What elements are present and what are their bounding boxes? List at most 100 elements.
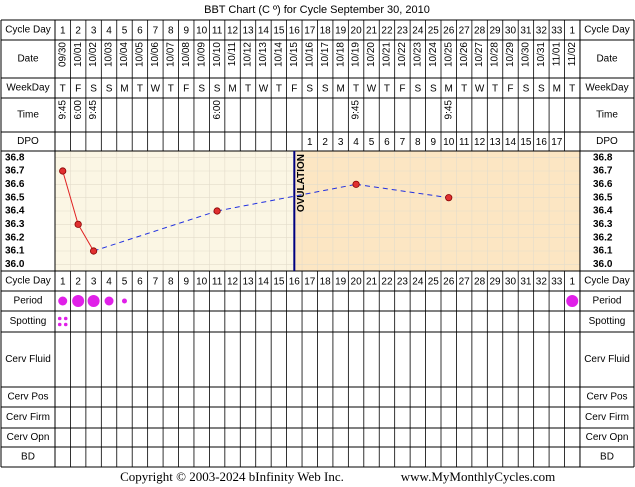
row-label: Cycle Day <box>584 25 630 36</box>
cycle_day-cell: 1 <box>60 277 66 288</box>
cycle_day-cell: 21 <box>366 26 378 37</box>
cycle_day-cell: 28 <box>474 26 486 37</box>
dpo-cell: 14 <box>505 137 517 148</box>
dpo-cell: 15 <box>520 137 532 148</box>
temp-line <box>356 183 449 199</box>
date-cell: 10/20 <box>366 42 377 67</box>
cycle_day-cell: 11 <box>212 277 223 288</box>
spotting-dot <box>57 316 62 321</box>
date-cell: 10/02 <box>88 42 99 67</box>
copyright: Copyright © 2003-2024 bInfinity Web Inc. <box>120 469 344 484</box>
time-cell: 9:45 <box>57 100 68 120</box>
cycle_day-cell: 19 <box>335 26 347 37</box>
dpo-cell: 6 <box>384 137 390 148</box>
temp-label-right: 36.7 <box>593 166 613 177</box>
dpo-cell: 12 <box>474 137 486 148</box>
weekday-cell: M <box>553 84 561 95</box>
row-label: Date <box>17 54 39 65</box>
row-label: Cycle Day <box>584 276 630 287</box>
date-cell: 10/11 <box>227 42 238 67</box>
dpo-cell: 8 <box>415 137 421 148</box>
dpo-cell: 1 <box>307 137 313 148</box>
weekday-cell: F <box>75 84 81 95</box>
row-label: Time <box>17 110 39 121</box>
temp-label-right: 36.6 <box>593 179 613 190</box>
row-label: Date <box>596 54 618 65</box>
weekday-cell: T <box>245 84 251 95</box>
dpo-cell: 4 <box>353 137 359 148</box>
row-label: WeekDay <box>585 83 628 94</box>
cycle_day-cell: 8 <box>168 277 174 288</box>
cycle_day-cell: 9 <box>183 277 189 288</box>
temp-line <box>62 170 79 225</box>
cycle_day-cell: 18 <box>320 26 332 37</box>
cycle_day-cell: 10 <box>196 277 208 288</box>
dpo-cell: 2 <box>322 137 328 148</box>
date-cell: 10/18 <box>335 42 346 67</box>
row-label: Period <box>14 296 43 307</box>
cycle_day-cell: 5 <box>122 277 128 288</box>
date-cell: 10/25 <box>443 42 454 67</box>
weekday-cell: T <box>353 84 359 95</box>
temp-dot <box>445 194 453 202</box>
date-cell: 10/01 <box>73 42 84 67</box>
date-cell: 10/27 <box>474 42 485 67</box>
cycle_day-cell: 1 <box>60 26 66 37</box>
time-cell: 9:45 <box>351 100 362 120</box>
date-cell: 10/29 <box>505 42 516 67</box>
spotting-dot <box>57 322 62 327</box>
temp-dot <box>74 220 82 228</box>
row-label: BD <box>600 452 614 463</box>
time-cell: 9:45 <box>88 100 99 120</box>
cycle_day-cell: 25 <box>428 26 440 37</box>
row-label: BD <box>21 452 35 463</box>
date-cell: 10/22 <box>397 42 408 67</box>
period-dot <box>104 296 114 306</box>
dpo-cell: 5 <box>369 137 375 148</box>
row-label: Cerv Fluid <box>5 354 51 365</box>
date-cell: 10/26 <box>459 42 470 67</box>
temp-dot <box>213 207 221 215</box>
cycle_day-cell: 11 <box>212 26 223 37</box>
temp-label-left: 36.0 <box>5 259 25 270</box>
dpo-cell: 7 <box>400 137 406 148</box>
period-dot <box>121 298 127 304</box>
date-cell: 10/08 <box>181 42 192 67</box>
temp-dot <box>352 180 360 188</box>
period-dot <box>87 295 100 307</box>
weekday-cell: S <box>523 84 530 95</box>
weekday-cell: M <box>336 84 344 95</box>
weekday-cell: T <box>137 84 143 95</box>
cycle_day-cell: 17 <box>304 277 316 288</box>
weekday-cell: F <box>291 84 297 95</box>
date-cell: 10/30 <box>521 42 532 67</box>
cycle_day-cell: 16 <box>289 26 301 37</box>
cycle_day-cell: 20 <box>351 26 363 37</box>
row-label: Cerv Firm <box>6 412 50 423</box>
temp-label-right: 36.3 <box>593 219 613 230</box>
cycle_day-cell: 20 <box>351 277 363 288</box>
cycle_day-cell: 25 <box>428 277 440 288</box>
row-label: Cerv Fluid <box>584 354 630 365</box>
row-label: DPO <box>17 136 39 147</box>
weekday-cell: S <box>306 84 313 95</box>
temp-line <box>77 224 95 252</box>
weekday-cell: W <box>367 84 377 95</box>
cycle_day-cell: 7 <box>153 26 159 37</box>
date-cell: 10/03 <box>104 42 115 67</box>
cycle_day-cell: 29 <box>489 26 501 37</box>
cycle_day-cell: 14 <box>258 277 270 288</box>
date-cell: 10/07 <box>165 42 176 67</box>
weekday-cell: M <box>228 84 236 95</box>
cycle_day-cell: 17 <box>304 26 316 37</box>
cycle_day-cell: 7 <box>153 277 159 288</box>
date-cell: 10/04 <box>119 42 130 67</box>
cycle_day-cell: 15 <box>273 26 285 37</box>
weekday-cell: T <box>60 84 66 95</box>
weekday-cell: W <box>259 84 269 95</box>
cycle_day-cell: 4 <box>106 277 112 288</box>
cycle_day-cell: 23 <box>397 277 409 288</box>
cycle_day-cell: 16 <box>289 277 301 288</box>
